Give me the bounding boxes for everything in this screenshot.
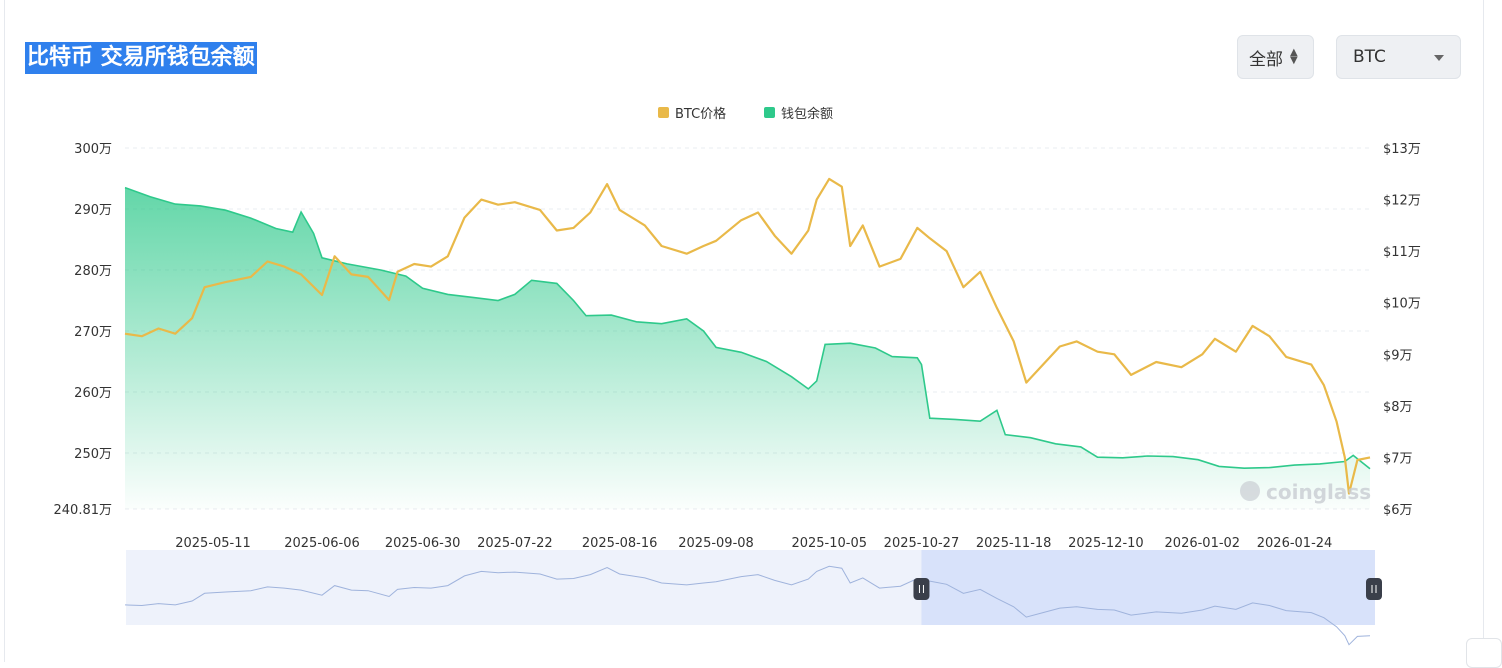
x-tick-label: 2025-05-11 [175, 536, 251, 551]
gear-icon[interactable] [1466, 638, 1502, 668]
right-tick-label: $13万 [1383, 142, 1421, 157]
right-tick-label: $11万 [1383, 245, 1421, 260]
left-tick-label: 300万 [74, 142, 112, 157]
chevron-down-icon [1434, 55, 1444, 61]
left-tick-label: 270万 [74, 325, 112, 340]
right-axis: $13万 $12万 $11万 $10万 $9万 $8万 $7万 $6万 [1383, 142, 1421, 518]
price-line [124, 177, 1371, 495]
sort-arrows-icon: ▲ ▼ [1290, 47, 1298, 66]
right-tick-label: $7万 [1383, 451, 1413, 466]
right-tick-label: $10万 [1383, 297, 1421, 312]
balance-line [124, 186, 1371, 470]
watermark-text: coinglass [1266, 480, 1371, 504]
watermark: coinglass [1240, 480, 1371, 504]
range-select-value: 全部 [1249, 49, 1283, 70]
legend-label: BTC价格 [675, 106, 726, 122]
x-tick-label: 2025-10-05 [791, 536, 867, 551]
x-tick-label: 2025-06-06 [284, 536, 360, 551]
x-tick-label: 2025-09-08 [678, 536, 754, 551]
chart-legend: BTC价格 钱包余额 [658, 106, 833, 122]
legend-swatch [658, 107, 669, 118]
handle-grip [913, 578, 930, 600]
coinglass-logo-icon [1240, 481, 1260, 501]
x-tick-label: 2025-12-10 [1068, 536, 1144, 551]
x-tick-label: 2025-06-30 [385, 536, 461, 551]
coin-select[interactable]: BTC [1336, 35, 1461, 79]
x-tick-label: 2025-07-22 [477, 536, 553, 551]
left-tick-label: 290万 [74, 203, 112, 218]
x-axis: 2025-05-11 2025-06-06 2025-06-30 2025-07-22… [175, 536, 1332, 551]
left-tick-label: 280万 [74, 264, 112, 279]
series-layer [124, 177, 1371, 509]
navigator-handle[interactable] [1366, 578, 1382, 600]
x-tick-label: 2025-10-27 [884, 536, 960, 551]
right-tick-label: $12万 [1383, 194, 1421, 209]
right-tick-label: $9万 [1383, 348, 1413, 363]
x-tick-label: 2026-01-24 [1257, 536, 1333, 551]
navigator-line [124, 565, 1371, 646]
coin-select-value: BTC [1353, 47, 1386, 67]
right-tick-label: $6万 [1383, 503, 1413, 518]
navigator-selection [921, 550, 1375, 625]
range-navigator[interactable] [124, 550, 1382, 646]
legend-label: 钱包余额 [781, 106, 833, 122]
right-tick-label: $8万 [1383, 400, 1413, 415]
left-axis: 300万 290万 280万 270万 260万 250万 240.81万 [54, 142, 113, 518]
handle-grip [1366, 578, 1382, 600]
x-tick-label: 2026-01-02 [1165, 536, 1241, 551]
left-tick-label: 240.81万 [54, 503, 113, 518]
range-select[interactable]: 全部 ▲ ▼ [1237, 35, 1314, 79]
x-tick-label: 2025-11-18 [976, 536, 1052, 551]
balance-area [125, 187, 1370, 509]
navigator-handle[interactable] [913, 578, 930, 600]
x-tick-label: 2025-08-16 [582, 536, 658, 551]
left-tick-label: 260万 [74, 386, 112, 401]
legend-swatch [764, 107, 775, 118]
left-tick-label: 250万 [74, 447, 112, 462]
page-title: 比特币 交易所钱包余额 [25, 42, 257, 74]
